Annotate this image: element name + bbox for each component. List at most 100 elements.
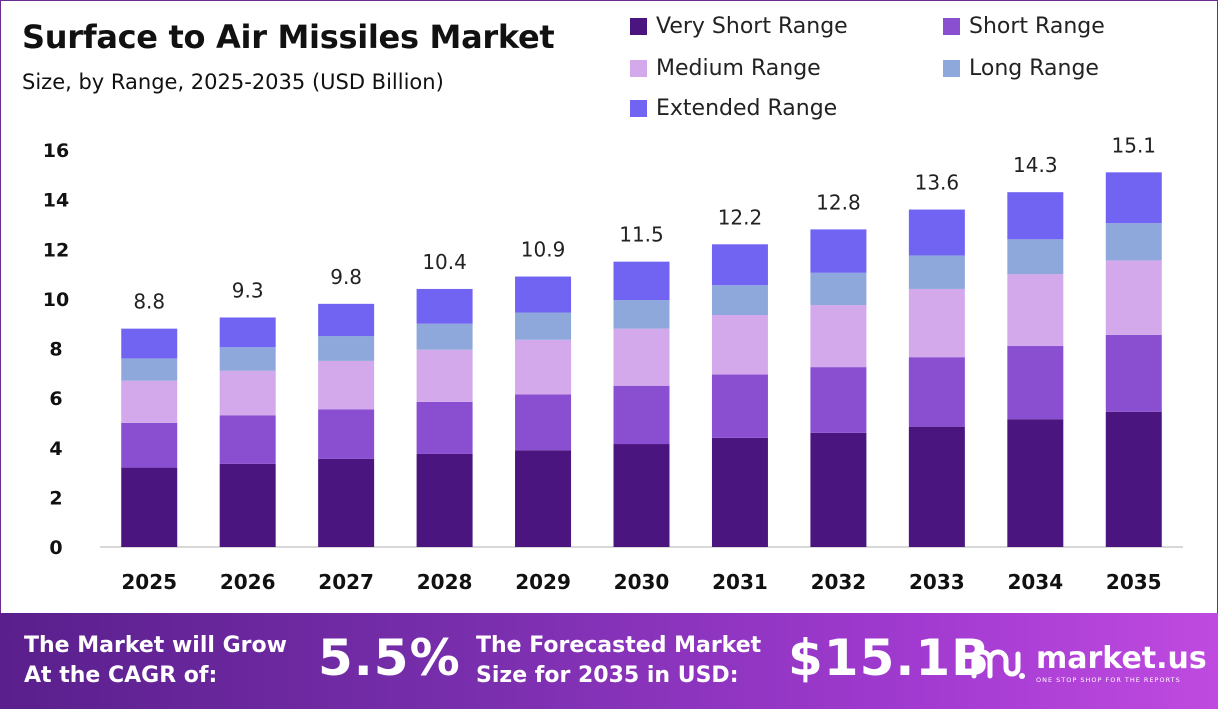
bar-chart: 0 2 4 6 8 10 12 14 16 8.8 2025 9.3 2026 9.8 2027 10.4 20… [43,133,1183,594]
y-tick-label: 2 [49,487,62,509]
legend-label: Long Range [969,56,1099,81]
bar-segment-extended-range [318,303,375,337]
x-tick-label: 2028 [417,570,473,594]
y-tick-label: 14 [43,190,69,212]
bar-segment-very-short-range [219,463,276,547]
bar-segment-extended-range [515,276,572,313]
bar-segment-medium-range [416,349,473,402]
legend-item-very-short-range: Very Short Range [630,14,848,39]
bar-segment-medium-range [908,288,965,358]
legend-swatch-medium-range [630,60,647,77]
bar-segment-short-range [1105,334,1162,412]
bar-total-label: 11.5 [619,223,664,247]
footer-banner: The Market will Grow At the CAGR of: 5.5… [0,613,1218,709]
bar-total-label: 13.6 [915,171,960,195]
bar-total-label: 10.4 [422,250,467,274]
y-tick-label: 0 [49,537,62,559]
bar-segment-short-range [908,357,965,427]
cagr-label-line2: At the CAGR of: [24,663,218,688]
bar-segment-medium-range [613,328,670,386]
forecast-label: The Forecasted Market Size for 2035 in U… [476,631,761,691]
bar-segment-long-range [908,255,965,289]
bar-segment-very-short-range [318,458,375,547]
x-tick-label: 2032 [811,570,867,594]
bar-segment-short-range [416,401,473,454]
logo-name: market.us [1036,641,1207,676]
cagr-label: The Market will Grow At the CAGR of: [24,631,287,691]
bar-segment-long-range [318,336,375,361]
bar-segment-extended-range [810,229,867,273]
y-tick-label: 8 [49,339,62,361]
bar-segment-very-short-range [1007,419,1064,547]
logo-tagline: ONE STOP SHOP FOR THE REPORTS [1036,676,1181,684]
x-tick-label: 2026 [220,570,276,594]
x-tick-label: 2025 [121,570,177,594]
bar-segment-extended-range [613,261,670,301]
bar-total-label: 9.3 [232,278,264,302]
bar-segment-extended-range [908,209,965,256]
bar-segment-extended-range [711,244,768,286]
bar-segment-medium-range [810,305,867,368]
bar-segment-extended-range [121,328,178,359]
forecast-value: $15.1B [788,629,991,687]
bar-segment-short-range [711,374,768,438]
bar-segment-long-range [1105,223,1162,261]
bar-segment-short-range [515,394,572,451]
x-tick-label: 2031 [712,570,768,594]
bar-segment-very-short-range [613,444,670,547]
bar-segment-medium-range [219,370,276,416]
bar-segment-long-range [711,285,768,316]
bar-segment-extended-range [1007,192,1064,240]
bar-segment-long-range [515,312,572,340]
cagr-label-line1: The Market will Grow [24,633,287,658]
legend-label: Short Range [969,14,1105,39]
bar-segment-short-range [318,409,375,459]
legend-label: Extended Range [656,96,838,121]
bar-total-label: 15.1 [1112,133,1157,157]
chart-legend: Very Short Range Short Range Medium Rang… [630,14,1190,134]
bar-total-label: 12.8 [816,190,861,214]
y-tick-label: 4 [49,438,62,460]
bar-segment-long-range [810,272,867,306]
y-tick-label: 16 [43,140,69,162]
legend-item-short-range: Short Range [943,14,1105,39]
bar-segment-very-short-range [121,467,178,547]
bar-segment-long-range [1007,239,1064,275]
x-tick-label: 2029 [515,570,571,594]
bar-segment-very-short-range [515,450,572,547]
x-tick-label: 2030 [614,570,670,594]
bar-segment-very-short-range [810,432,867,547]
market-us-logo-icon [971,649,1025,679]
bar-segment-extended-range [416,288,473,324]
bar-segment-medium-range [1007,274,1064,347]
bar-segment-medium-range [121,380,178,423]
y-tick-label: 6 [49,388,62,410]
x-tick-label: 2035 [1106,570,1162,594]
legend-item-medium-range: Medium Range [630,56,821,81]
bar-segment-long-range [416,323,473,350]
market-us-logo: market.us ONE STOP SHOP FOR THE REPORTS [970,639,1207,689]
bar-segment-long-range [219,347,276,371]
legend-swatch-short-range [943,18,960,35]
bar-segment-very-short-range [1105,411,1162,547]
x-tick-label: 2033 [909,570,965,594]
bar-total-label: 9.8 [330,265,362,289]
bar-total-label: 12.2 [718,205,763,229]
bar-segment-short-range [810,367,867,433]
bar-segment-extended-range [1105,172,1162,224]
bar-segment-long-range [121,358,178,381]
bar-segment-short-range [219,415,276,464]
chart-subtitle: Size, by Range, 2025-2035 (USD Billion) [22,70,444,94]
bar-segment-very-short-range [711,437,768,547]
x-tick-label: 2034 [1007,570,1063,594]
forecast-label-line2: Size for 2035 in USD: [476,663,739,688]
legend-swatch-long-range [943,60,960,77]
legend-swatch-extended-range [630,100,647,117]
bar-segment-very-short-range [416,453,473,547]
y-tick-label: 12 [43,239,69,261]
legend-label: Very Short Range [656,14,848,39]
bar-segment-medium-range [515,339,572,395]
bar-total-label: 10.9 [521,238,566,262]
cagr-value: 5.5% [318,629,461,687]
legend-item-extended-range: Extended Range [630,96,837,121]
